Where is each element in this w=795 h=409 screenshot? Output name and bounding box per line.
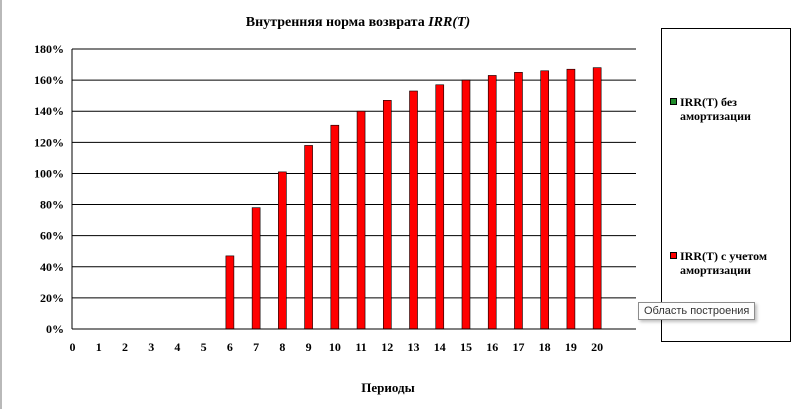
y-tick-label: 160% bbox=[34, 73, 64, 87]
y-tick-label: 180% bbox=[34, 42, 64, 56]
bar-20[interactable] bbox=[592, 67, 602, 330]
x-tick-label: 2 bbox=[122, 340, 128, 354]
x-tick-label: 9 bbox=[306, 340, 312, 354]
y-tick-label: 40% bbox=[40, 260, 64, 274]
legend-item-without-amortization[interactable]: IRR(T) без амортизации bbox=[670, 95, 788, 123]
legend-label: IRR(T) без амортизации bbox=[680, 95, 751, 123]
x-tick-label: 13 bbox=[408, 340, 420, 354]
x-tick-label: 20 bbox=[591, 340, 603, 354]
x-tick-label: 11 bbox=[355, 340, 366, 354]
x-tick-label: 18 bbox=[539, 340, 551, 354]
bars bbox=[225, 67, 602, 330]
y-tick-label: 0% bbox=[46, 322, 64, 336]
x-tick-label: 16 bbox=[486, 340, 498, 354]
x-tick-label: 4 bbox=[174, 340, 180, 354]
bar-6[interactable] bbox=[225, 255, 235, 330]
y-tick-label: 120% bbox=[34, 135, 64, 149]
bar-7[interactable] bbox=[251, 207, 261, 330]
x-tick-label: 17 bbox=[512, 340, 524, 354]
y-tick-label: 80% bbox=[40, 198, 64, 212]
x-tick-label: 5 bbox=[201, 340, 207, 354]
bar-15[interactable] bbox=[461, 79, 471, 330]
bar-8[interactable] bbox=[278, 171, 287, 330]
legend[interactable]: IRR(T) без амортизации IRR(T) с учетом а… bbox=[661, 28, 791, 342]
y-tick-label: 100% bbox=[34, 166, 64, 180]
y-tick-label: 20% bbox=[40, 291, 64, 305]
legend-swatch-green bbox=[670, 98, 677, 105]
x-tick-label: 14 bbox=[434, 340, 446, 354]
y-tick-label: 60% bbox=[40, 229, 64, 243]
axes bbox=[71, 49, 636, 330]
chart-title-main: Внутренняя норма возврата bbox=[246, 15, 428, 30]
x-tick-label: 3 bbox=[148, 340, 154, 354]
bar-17[interactable] bbox=[514, 72, 523, 330]
chart-title-italic: IRR(T) bbox=[427, 15, 470, 30]
x-tick-label: 19 bbox=[565, 340, 577, 354]
x-tick-label: 0 bbox=[70, 340, 76, 354]
legend-item-with-amortization[interactable]: IRR(T) с учетом амортизации bbox=[670, 249, 788, 277]
bar-9[interactable] bbox=[304, 145, 313, 330]
bar-14[interactable] bbox=[435, 84, 445, 330]
bar-10[interactable] bbox=[330, 124, 340, 330]
tooltip-plot-area: Область построения bbox=[638, 302, 756, 320]
y-tick-label: 140% bbox=[34, 104, 64, 118]
x-tick-label: 15 bbox=[460, 340, 472, 354]
y-tick-labels: 0% 20% 40% 60% 80% 100% 120% 140% 160% 180% bbox=[34, 42, 64, 336]
bar-12[interactable] bbox=[382, 100, 392, 330]
window-border bbox=[0, 0, 2, 409]
x-tick-label: 1 bbox=[96, 340, 102, 354]
x-tick-label: 7 bbox=[253, 340, 259, 354]
bar-19[interactable] bbox=[566, 68, 576, 330]
x-tick-label: 6 bbox=[227, 340, 233, 354]
x-tick-label: 8 bbox=[279, 340, 285, 354]
bar-16[interactable] bbox=[487, 75, 497, 330]
legend-swatch-red bbox=[670, 252, 677, 259]
bar-11[interactable] bbox=[356, 110, 366, 330]
x-tick-label: 12 bbox=[381, 340, 393, 354]
bar-18[interactable] bbox=[540, 70, 549, 330]
x-axis-label: Периоды bbox=[361, 380, 414, 395]
chart-title: Внутренняя норма возврата IRR(T) bbox=[246, 15, 470, 30]
bar-13[interactable] bbox=[409, 90, 418, 330]
gridlines bbox=[72, 48, 636, 299]
x-tick-label: 10 bbox=[329, 340, 341, 354]
x-tick-labels: 0 1 2 3 4 5 6 7 8 9 10 11 12 13 14 15 16 17 18 19 20 bbox=[70, 340, 604, 354]
legend-label: IRR(T) с учетом амортизации bbox=[680, 249, 768, 277]
